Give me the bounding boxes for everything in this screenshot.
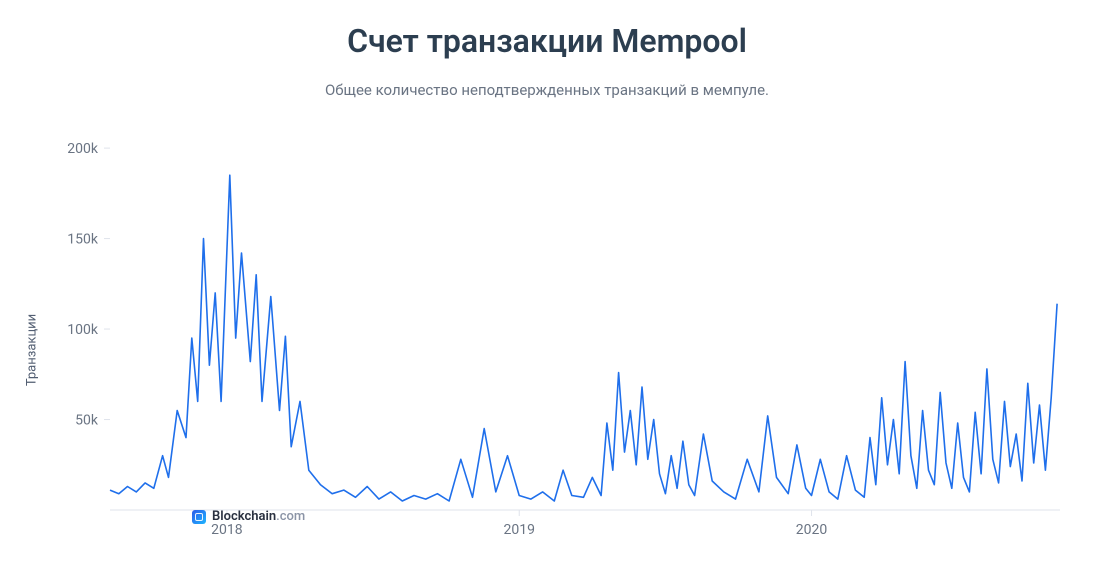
chart-title: Счет транзакции Mempool: [0, 22, 1094, 60]
chart-svg: 50k 100k 150k 200k 2018 2019 2020: [0, 130, 1074, 560]
chart-area: Транзакции 50k 100k 150k 200k 2018 2019 2020 B…: [0, 130, 1074, 570]
svg-text:200k: 200k: [67, 141, 99, 157]
watermark-suffix: .com: [276, 509, 305, 524]
chart-subtitle: Общее количество неподтвержденных транза…: [0, 81, 1094, 99]
watermark-text: Blockchain.com: [212, 509, 305, 524]
svg-text:100k: 100k: [67, 322, 99, 338]
svg-text:2019: 2019: [503, 522, 534, 538]
blockchain-logo-icon: [192, 510, 206, 524]
svg-text:150k: 150k: [67, 232, 99, 248]
svg-text:2020: 2020: [796, 522, 828, 538]
y-axis-label: Транзакции: [25, 314, 40, 386]
watermark-brand: Blockchain: [212, 509, 276, 524]
chart-container: { "header": { "title": "Счет транзакции …: [0, 0, 1094, 570]
svg-text:2018: 2018: [211, 522, 243, 538]
svg-text:50k: 50k: [75, 413, 99, 429]
watermark: Blockchain.com: [192, 509, 305, 524]
